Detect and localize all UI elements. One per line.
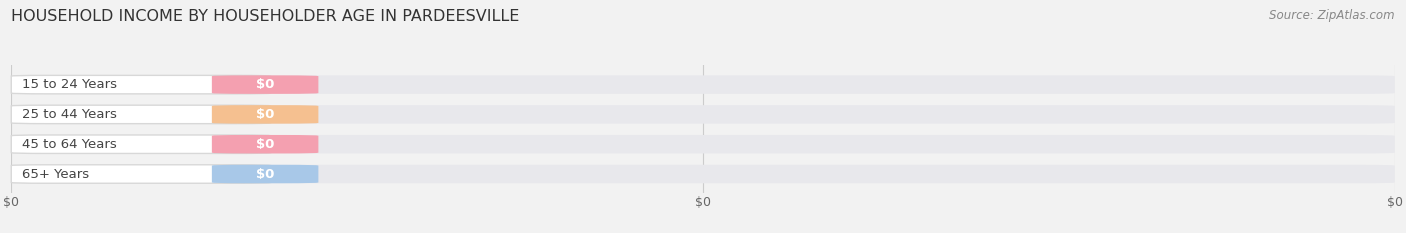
FancyBboxPatch shape [11,105,270,124]
Text: 65+ Years: 65+ Years [22,168,90,181]
Text: HOUSEHOLD INCOME BY HOUSEHOLDER AGE IN PARDEESVILLE: HOUSEHOLD INCOME BY HOUSEHOLDER AGE IN P… [11,9,520,24]
FancyBboxPatch shape [212,135,318,154]
Text: 45 to 64 Years: 45 to 64 Years [22,138,117,151]
Text: $0: $0 [256,78,274,91]
Text: 25 to 44 Years: 25 to 44 Years [22,108,117,121]
FancyBboxPatch shape [11,75,270,94]
Text: Source: ZipAtlas.com: Source: ZipAtlas.com [1270,9,1395,22]
Text: $0: $0 [256,168,274,181]
FancyBboxPatch shape [11,135,1395,154]
FancyBboxPatch shape [212,75,318,94]
FancyBboxPatch shape [11,75,1395,94]
FancyBboxPatch shape [11,105,1395,124]
Text: $0: $0 [256,108,274,121]
Text: 15 to 24 Years: 15 to 24 Years [22,78,117,91]
FancyBboxPatch shape [212,165,318,183]
Text: $0: $0 [256,138,274,151]
FancyBboxPatch shape [11,165,1395,183]
FancyBboxPatch shape [11,165,270,183]
FancyBboxPatch shape [11,135,270,154]
FancyBboxPatch shape [212,105,318,124]
